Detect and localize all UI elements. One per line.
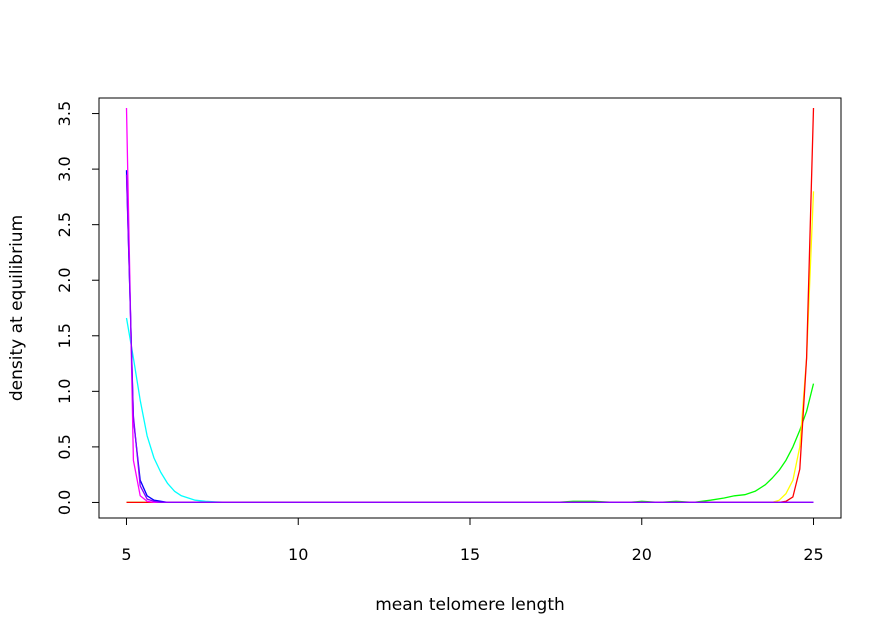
series-line-7	[125, 174, 814, 504]
y-tick-label: 3.0	[55, 156, 74, 181]
y-tick-label: 1.5	[55, 323, 74, 348]
x-tick-label: 5	[121, 545, 131, 564]
x-tick-label: 15	[460, 545, 480, 564]
x-tick-label: 20	[632, 545, 652, 564]
y-axis: 0.0 0.5 1.0 1.5 2.0 2.5 3.0 3.5	[55, 101, 100, 515]
y-tick-label: 2.0	[55, 267, 74, 292]
series-line-6	[125, 107, 814, 504]
x-axis-title: mean telomere length	[375, 595, 565, 615]
y-tick-label: 0.5	[55, 434, 74, 459]
y-axis-title: density at equilibrium	[7, 215, 27, 401]
x-axis: 5 10 15 20 25	[121, 517, 824, 564]
y-tick-label: 2.5	[55, 212, 74, 237]
series-layer	[125, 107, 815, 504]
series-line-3	[126, 191, 815, 504]
series-line-4	[126, 107, 815, 504]
plot-frame	[98, 97, 842, 519]
series-line-5	[125, 170, 814, 504]
y-tick-label: 1.0	[55, 379, 74, 404]
series-line-1	[125, 317, 814, 504]
x-tick-label: 10	[288, 545, 308, 564]
series-line-2	[126, 383, 815, 504]
x-tick-label: 25	[803, 545, 823, 564]
y-tick-label: 0.0	[55, 490, 74, 515]
y-tick-label: 3.5	[55, 101, 74, 126]
